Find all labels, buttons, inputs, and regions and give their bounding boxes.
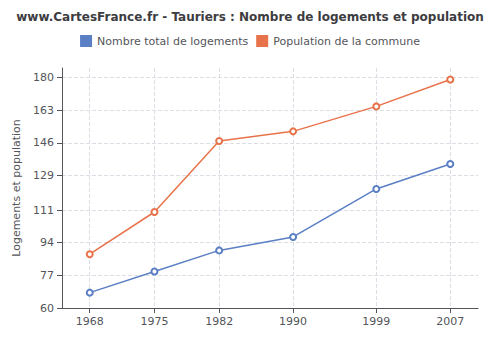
svg-text:77: 77 bbox=[40, 269, 54, 282]
svg-text:94: 94 bbox=[40, 236, 54, 249]
svg-text:2007: 2007 bbox=[436, 315, 464, 328]
svg-text:1968: 1968 bbox=[76, 315, 104, 328]
svg-text:163: 163 bbox=[33, 104, 54, 117]
svg-text:111: 111 bbox=[33, 204, 54, 217]
svg-text:146: 146 bbox=[33, 136, 54, 149]
svg-text:60: 60 bbox=[40, 302, 54, 315]
svg-text:Population de la commune: Population de la commune bbox=[273, 35, 420, 48]
svg-text:180: 180 bbox=[33, 71, 54, 84]
svg-text:Nombre total de logements: Nombre total de logements bbox=[97, 35, 248, 48]
svg-text:Logements et population: Logements et population bbox=[10, 119, 23, 257]
svg-text:1990: 1990 bbox=[279, 315, 307, 328]
svg-text:1975: 1975 bbox=[140, 315, 168, 328]
svg-text:129: 129 bbox=[33, 169, 54, 182]
svg-text:www.CartesFrance.fr - Tauriers: www.CartesFrance.fr - Tauriers : Nombre … bbox=[16, 10, 484, 24]
svg-text:1999: 1999 bbox=[362, 315, 390, 328]
svg-text:1982: 1982 bbox=[205, 315, 233, 328]
